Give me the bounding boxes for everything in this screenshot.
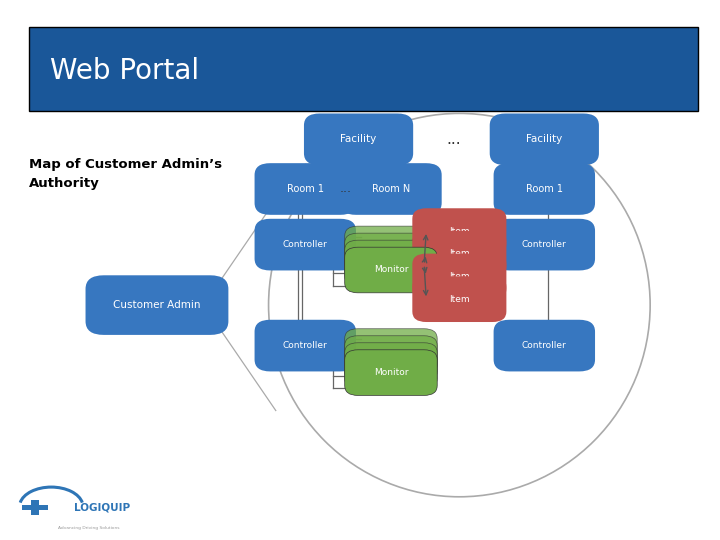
Text: Room 1: Room 1 <box>526 184 563 194</box>
FancyBboxPatch shape <box>494 163 595 215</box>
Text: Customer Admin: Customer Admin <box>113 300 201 310</box>
Text: Item: Item <box>449 249 469 258</box>
FancyBboxPatch shape <box>255 219 356 271</box>
Text: Controller: Controller <box>283 240 328 249</box>
Text: Item: Item <box>449 295 469 303</box>
Text: Room 1: Room 1 <box>287 184 324 194</box>
FancyBboxPatch shape <box>413 276 506 322</box>
Text: ...: ... <box>340 183 351 195</box>
Text: Item: Item <box>449 272 469 281</box>
Text: Controller: Controller <box>283 341 328 350</box>
Text: Facility: Facility <box>526 134 562 144</box>
Text: Controller: Controller <box>522 341 567 350</box>
Text: Web Portal: Web Portal <box>50 57 199 85</box>
FancyBboxPatch shape <box>31 500 39 515</box>
FancyBboxPatch shape <box>345 226 437 272</box>
Text: Item: Item <box>449 227 469 235</box>
Text: Monitor: Monitor <box>374 368 408 377</box>
Ellipse shape <box>269 113 650 497</box>
FancyBboxPatch shape <box>413 254 506 299</box>
FancyBboxPatch shape <box>345 350 437 395</box>
FancyBboxPatch shape <box>22 505 48 510</box>
FancyBboxPatch shape <box>255 163 356 215</box>
FancyBboxPatch shape <box>345 247 437 293</box>
Text: ...: ... <box>446 132 461 147</box>
FancyBboxPatch shape <box>345 240 437 286</box>
Text: Controller: Controller <box>522 240 567 249</box>
FancyBboxPatch shape <box>413 231 506 276</box>
FancyBboxPatch shape <box>341 163 441 215</box>
FancyBboxPatch shape <box>413 208 506 254</box>
Text: LOGIQUIP: LOGIQUIP <box>74 503 130 512</box>
Text: Advancing Driving Solutions: Advancing Driving Solutions <box>58 526 120 530</box>
FancyBboxPatch shape <box>29 27 698 111</box>
FancyBboxPatch shape <box>494 219 595 271</box>
Text: Monitor: Monitor <box>374 266 408 274</box>
FancyBboxPatch shape <box>345 343 437 388</box>
Text: Facility: Facility <box>341 134 377 144</box>
FancyBboxPatch shape <box>345 233 437 279</box>
Text: Authority: Authority <box>29 177 99 190</box>
FancyBboxPatch shape <box>494 320 595 372</box>
FancyBboxPatch shape <box>86 275 228 335</box>
FancyBboxPatch shape <box>345 336 437 381</box>
FancyBboxPatch shape <box>345 329 437 374</box>
Text: Map of Customer Admin’s: Map of Customer Admin’s <box>29 158 222 171</box>
FancyBboxPatch shape <box>255 320 356 372</box>
Text: Room N: Room N <box>372 184 410 194</box>
FancyBboxPatch shape <box>304 113 413 165</box>
FancyBboxPatch shape <box>490 113 599 165</box>
